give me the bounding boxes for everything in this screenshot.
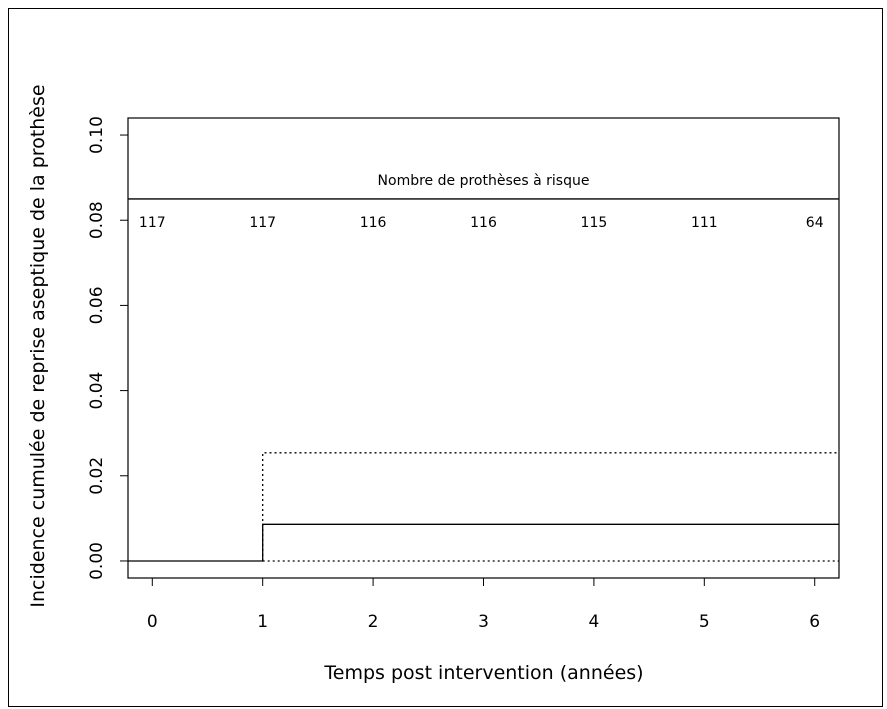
x-axis-title: Temps post intervention (années)	[323, 662, 643, 684]
risk-table: Nombre de prothèses à risque 117 117 116 116…	[128, 173, 839, 231]
y-tick-label: 0.00	[87, 542, 107, 580]
y-axis-title: Incidence cumulée de reprise aseptique d…	[27, 84, 49, 607]
x-tick-label: 2	[368, 612, 379, 632]
risk-count-label: 115	[581, 215, 608, 231]
y-tick-label: 0.04	[87, 372, 107, 410]
figure-frame	[8, 8, 883, 707]
risk-count-label: 64	[806, 215, 824, 231]
x-tick-label: 4	[588, 612, 599, 632]
x-axis: 0 1 2 3 4 5 6	[147, 578, 820, 632]
risk-count-label: 116	[470, 215, 497, 231]
series-line-1	[262, 452, 839, 561]
y-tick-label: 0.06	[87, 286, 107, 324]
x-tick-label: 3	[478, 612, 489, 632]
x-tick-label: 1	[257, 612, 268, 632]
risk-count-label: 117	[139, 215, 166, 231]
risk-table-title: Nombre de prothèses à risque	[378, 173, 590, 189]
risk-count-label: 117	[249, 215, 276, 231]
risk-count-label: 116	[360, 215, 387, 231]
y-tick-label: 0.10	[87, 116, 107, 154]
series-layer	[128, 452, 839, 562]
risk-count-label: 111	[691, 215, 718, 231]
y-tick-label: 0.02	[87, 457, 107, 495]
x-tick-label: 5	[699, 612, 710, 632]
y-axis: 0.00 0.02 0.04 0.06 0.08 0.10	[87, 116, 128, 580]
series-line-0	[128, 523, 839, 562]
x-tick-label: 6	[809, 612, 820, 632]
x-tick-label: 0	[147, 612, 158, 632]
y-tick-label: 0.08	[87, 201, 107, 239]
